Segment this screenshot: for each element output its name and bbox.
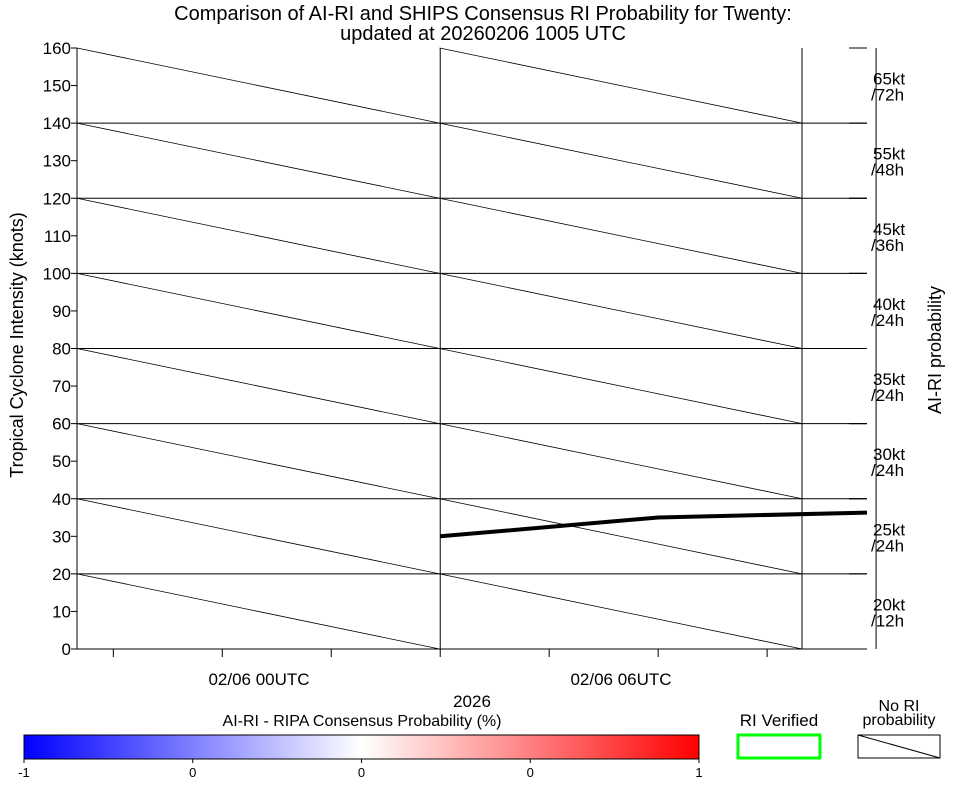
no-probability-hatch <box>439 573 803 650</box>
y-tick-label: 40 <box>52 490 71 509</box>
no-probability-hatch <box>439 498 803 575</box>
no-probability-hatch <box>76 47 440 124</box>
y-tick-label: 140 <box>43 114 71 133</box>
colorbar-tick-label: 0 <box>527 765 534 780</box>
x-tick-label: 02/06 00UTC <box>208 670 309 689</box>
y-tick-label: 50 <box>52 452 71 471</box>
no-probability-hatch <box>439 47 803 124</box>
y-tick-label: 30 <box>52 527 71 546</box>
ri-band-period: /36h <box>871 236 904 255</box>
ri-band-period: /24h <box>871 311 904 330</box>
ri-band-period: /12h <box>871 611 904 630</box>
ri-band-period: /24h <box>871 461 904 480</box>
colorbar-tick-label: 1 <box>695 765 702 780</box>
no-ri-swatch-hatch <box>857 734 941 759</box>
y-tick-label: 130 <box>43 152 71 171</box>
colorbar-ticks: -1 0 0 0 1 <box>18 759 703 780</box>
y-tick-label: 100 <box>43 264 71 283</box>
ri-band-label: 65kt <box>873 70 905 89</box>
no-probability-hatch <box>76 423 440 500</box>
ri-band-label: 25kt <box>873 520 905 539</box>
y-axis-right-label: AI-RI probability <box>925 286 945 414</box>
ri-band-label: 30kt <box>873 445 905 464</box>
ri-band-label: 55kt <box>873 145 905 164</box>
axes: 0 10 20 30 40 50 60 70 80 90 100 110 120 130 140 150 160 <box>43 39 867 659</box>
colorbar-tick-label: -1 <box>18 765 30 780</box>
y-tick-label: 160 <box>43 39 71 58</box>
chart-title-line1: Comparison of AI-RI and SHIPS Consensus … <box>174 3 792 25</box>
y-tick-label: 120 <box>43 189 71 208</box>
intensity-series <box>440 510 868 539</box>
y-tick-label: 0 <box>62 640 71 659</box>
no-ri-label: probability <box>863 712 936 729</box>
x-tick-label: 02/06 06UTC <box>570 670 671 689</box>
no-probability-hatch <box>439 272 803 349</box>
ri-band-period: /24h <box>871 386 904 405</box>
ri-band-labels: 20kt/12h25kt/24h30kt/24h35kt/24h40kt/24h… <box>871 70 905 631</box>
y-axis-label: Tropical Cyclone Intensity (knots) <box>7 212 27 477</box>
no-probability-hatch <box>76 122 440 199</box>
colorbar-tick-label: 0 <box>189 765 196 780</box>
ri-band-label: 20kt <box>873 595 905 614</box>
no-probability-hatch <box>76 272 440 349</box>
no-probability-hatch <box>439 197 803 274</box>
ri-band-period: /48h <box>871 161 904 180</box>
plot-grid <box>76 47 877 650</box>
no-probability-hatch <box>439 348 803 425</box>
ri-band-period: /24h <box>871 536 904 555</box>
colorbar <box>23 734 700 760</box>
colorbar-tick-label: 0 <box>358 765 365 780</box>
chart-title-line2: updated at 20260206 1005 UTC <box>340 23 626 45</box>
year-label: 2026 <box>453 692 491 711</box>
y-tick-label: 60 <box>52 415 71 434</box>
no-probability-hatch <box>439 122 803 199</box>
no-ri-label: No RI <box>879 698 920 715</box>
y-tick-label: 110 <box>44 227 71 246</box>
no-probability-hatch <box>439 423 803 500</box>
no-probability-hatch <box>76 197 440 274</box>
ri-band-label: 35kt <box>873 370 905 389</box>
ri-verified-swatch <box>736 733 822 760</box>
colorbar-title: AI-RI - RIPA Consensus Probability (%) <box>223 713 502 730</box>
ri-band-period: /72h <box>871 86 904 105</box>
ri-band-label: 40kt <box>873 295 905 314</box>
y-tick-label: 150 <box>43 77 71 96</box>
ri-verified-label: RI Verified <box>740 711 818 730</box>
intensity-line <box>440 510 868 539</box>
y-tick-label: 70 <box>52 377 71 396</box>
y-tick-label: 10 <box>52 602 71 621</box>
y-tick-label: 90 <box>52 302 71 321</box>
y-tick-label: 80 <box>52 340 71 359</box>
y-tick-label: 20 <box>52 565 71 584</box>
no-probability-hatch <box>76 498 440 575</box>
no-probability-hatch <box>76 348 440 425</box>
ri-band-label: 45kt <box>873 220 905 239</box>
no-probability-hatch <box>76 573 440 650</box>
